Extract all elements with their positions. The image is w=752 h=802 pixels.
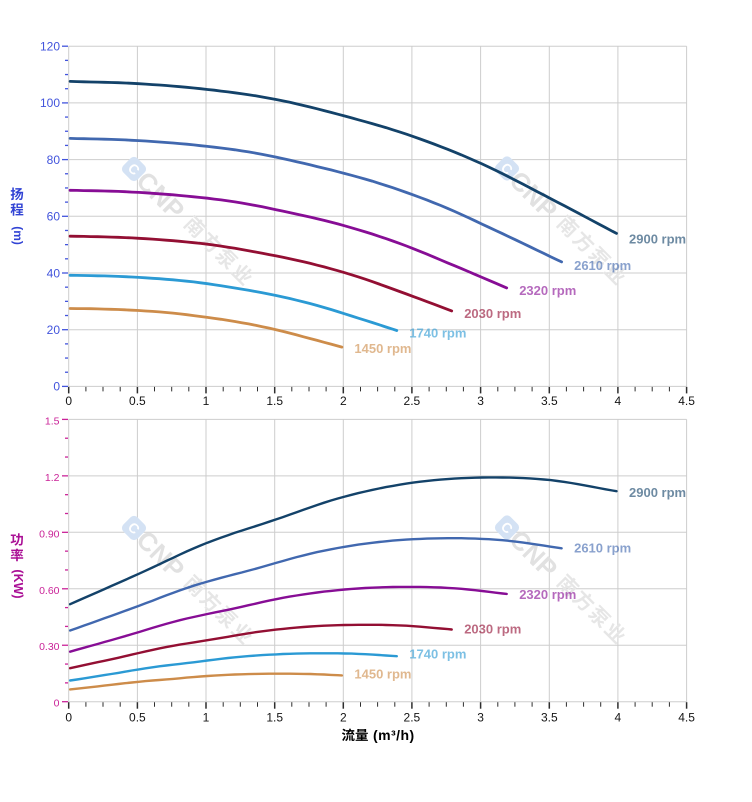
svg-text:100: 100: [40, 96, 60, 110]
svg-text:120: 120: [40, 40, 60, 54]
svg-text:0.5: 0.5: [129, 711, 146, 725]
svg-text:1: 1: [203, 394, 210, 408]
svg-text:0: 0: [54, 698, 60, 710]
svg-text:0.30: 0.30: [39, 641, 60, 653]
svg-text:(m³/h): (m³/h): [373, 727, 415, 743]
svg-text:3: 3: [477, 394, 484, 408]
svg-text:1450 rpm: 1450 rpm: [354, 341, 411, 356]
svg-text:(KW): (KW): [11, 569, 25, 598]
svg-text:3.5: 3.5: [541, 711, 558, 725]
svg-text:1.5: 1.5: [266, 711, 283, 725]
svg-text:2610 rpm: 2610 rpm: [574, 258, 631, 273]
svg-text:2900 rpm: 2900 rpm: [629, 231, 686, 246]
svg-text:4: 4: [615, 711, 622, 725]
svg-text:2030 rpm: 2030 rpm: [464, 306, 521, 321]
svg-text:3: 3: [477, 711, 484, 725]
svg-text:2030 rpm: 2030 rpm: [464, 621, 521, 636]
svg-text:2610 rpm: 2610 rpm: [574, 541, 631, 556]
svg-text:0: 0: [65, 394, 72, 408]
svg-text:0: 0: [53, 380, 60, 394]
svg-text:2320 rpm: 2320 rpm: [519, 283, 576, 298]
svg-text:2320 rpm: 2320 rpm: [519, 587, 576, 602]
svg-text:1.2: 1.2: [45, 472, 60, 484]
svg-text:4.5: 4.5: [678, 394, 695, 408]
svg-text:4.5: 4.5: [678, 711, 695, 725]
svg-text:60: 60: [47, 210, 61, 224]
svg-text:0.60: 0.60: [39, 585, 60, 597]
svg-text:1740 rpm: 1740 rpm: [409, 326, 466, 341]
svg-text:0.5: 0.5: [129, 394, 146, 408]
svg-text:0: 0: [65, 711, 72, 725]
svg-text:4: 4: [615, 394, 622, 408]
svg-text:80: 80: [47, 153, 61, 167]
svg-text:40: 40: [47, 266, 61, 280]
svg-text:2900 rpm: 2900 rpm: [629, 485, 686, 500]
svg-text:3.5: 3.5: [541, 394, 558, 408]
svg-text:1.5: 1.5: [266, 394, 283, 408]
svg-text:1450 rpm: 1450 rpm: [354, 667, 411, 682]
svg-text:1: 1: [203, 711, 210, 725]
svg-text:1740 rpm: 1740 rpm: [409, 646, 466, 661]
svg-text:(m): (m): [11, 226, 25, 245]
svg-text:2: 2: [340, 711, 347, 725]
svg-text:2: 2: [340, 394, 347, 408]
svg-text:1.5: 1.5: [45, 415, 60, 427]
svg-text:0.90: 0.90: [39, 528, 60, 540]
svg-text:2.5: 2.5: [404, 711, 421, 725]
svg-text:20: 20: [47, 323, 61, 337]
svg-text:2.5: 2.5: [404, 394, 421, 408]
